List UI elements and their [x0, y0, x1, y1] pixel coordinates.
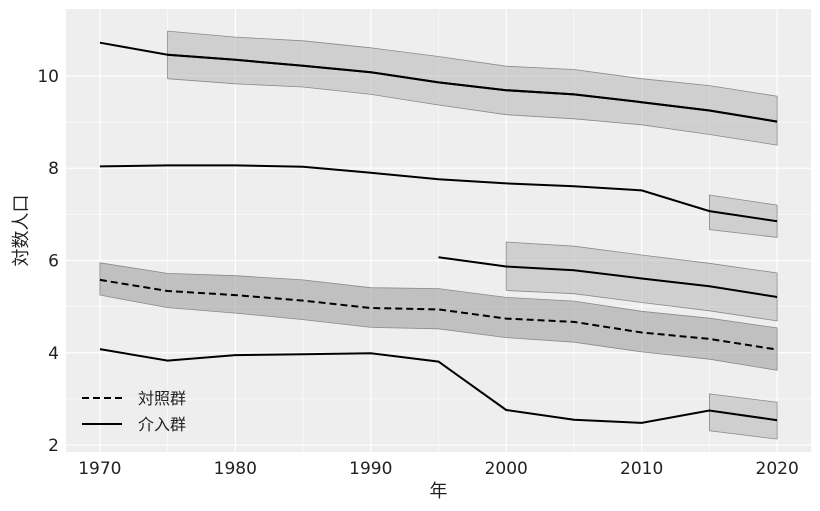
series-lines — [99, 41, 778, 424]
y-axis-label: 対数人口 — [11, 195, 32, 267]
series-line-treated-2 — [167, 53, 778, 123]
legend-label-treated: 介入群 — [138, 415, 186, 434]
x-tick-label: 2020 — [756, 459, 799, 479]
band-treated-7 — [709, 393, 778, 440]
series-line-treated-6 — [99, 348, 778, 424]
y-tick-label: 8 — [48, 159, 59, 179]
band-treated-5 — [505, 241, 778, 322]
legend: 対照群 介入群 — [82, 389, 186, 434]
y-axis-ticks: 2 4 6 8 10 — [37, 67, 59, 456]
x-tick-label: 1980 — [214, 459, 257, 479]
y-tick-label: 2 — [48, 436, 59, 456]
x-tick-label: 1970 — [78, 459, 121, 479]
band-treated-2 — [167, 30, 778, 146]
y-tick-label: 6 — [48, 251, 59, 271]
band-control-0 — [99, 262, 778, 371]
confidence-bands — [99, 30, 778, 440]
series-line-treated-3 — [99, 164, 778, 223]
x-tick-label: 1990 — [349, 459, 392, 479]
x-axis-ticks: 1970 1980 1990 2000 2010 2020 — [78, 459, 799, 479]
y-tick-label: 4 — [48, 344, 59, 364]
x-axis-label: 年 — [430, 481, 448, 502]
series-line-control-0 — [99, 278, 778, 351]
x-tick-label: 2010 — [620, 459, 663, 479]
y-tick-label: 10 — [37, 67, 59, 87]
legend-label-control: 対照群 — [138, 389, 186, 408]
x-tick-label: 2000 — [485, 459, 528, 479]
series-line-treated-5 — [438, 256, 778, 298]
